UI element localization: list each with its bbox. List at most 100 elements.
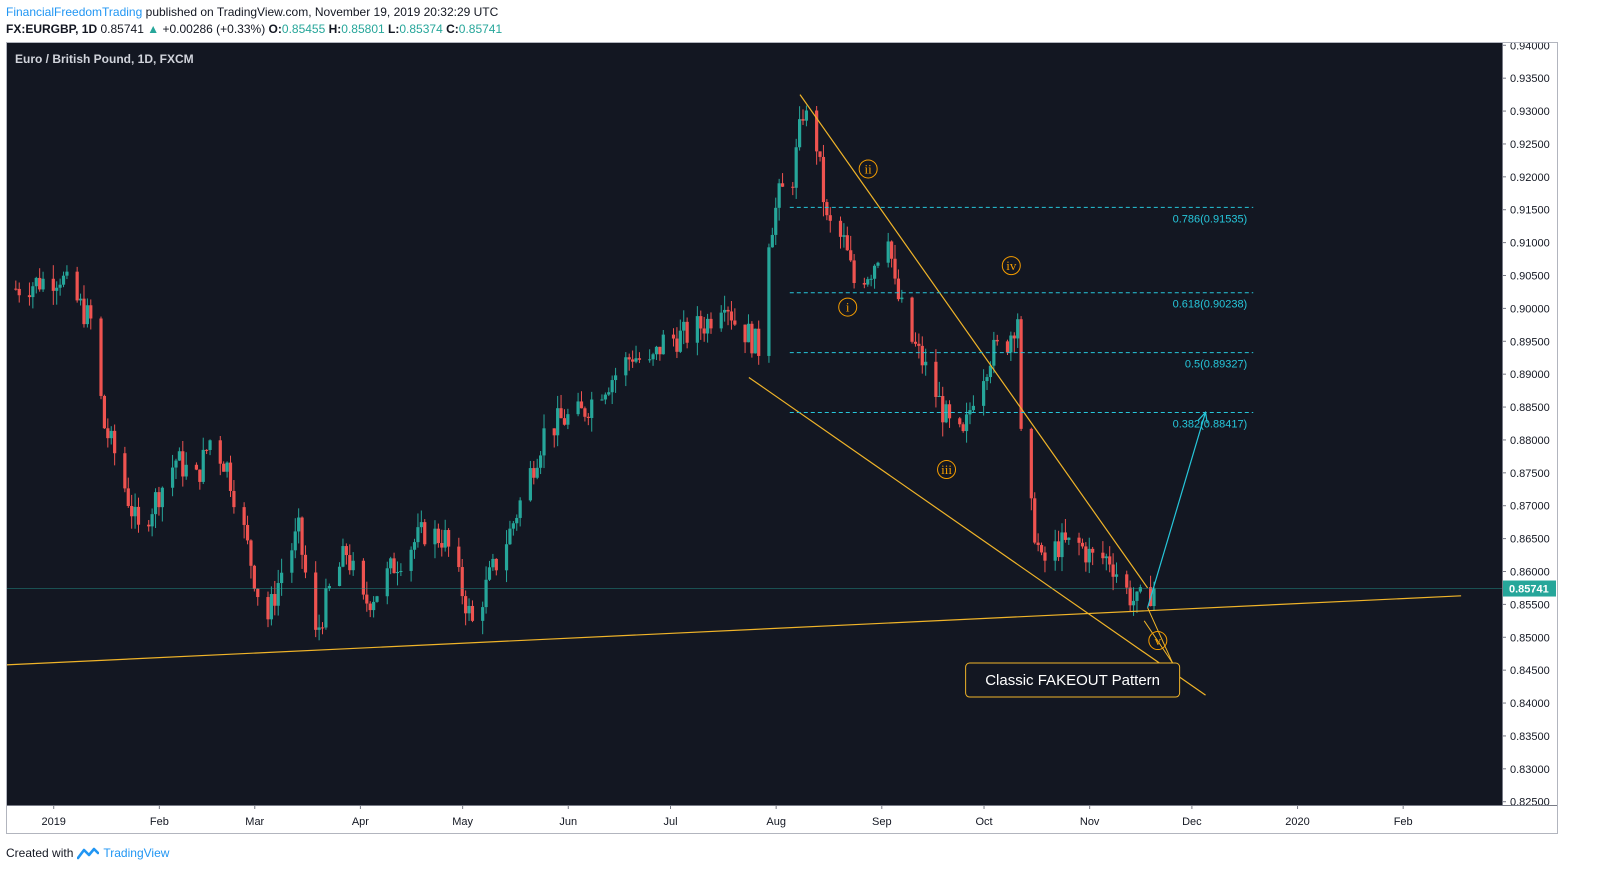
wave-label-circle <box>838 297 858 317</box>
candle-body <box>671 334 676 339</box>
candle-body <box>464 596 468 614</box>
candle-body <box>900 297 904 300</box>
candle-body <box>157 492 161 508</box>
price-axis[interactable]: 0.94000 0.93500 0.93000 0.92500 0.92000 0.915… <box>1502 40 1558 834</box>
candle-body <box>181 451 185 477</box>
y-tick-label: 0.89500 <box>1510 336 1550 348</box>
y-tick-label: 0.92000 <box>1510 172 1550 184</box>
candle-body <box>920 345 924 366</box>
candle-body <box>794 147 798 188</box>
y-tick-label: 0.90500 <box>1510 271 1550 283</box>
x-tick-label: 2020 <box>1285 816 1309 828</box>
candle-body <box>562 418 567 425</box>
candles <box>14 105 1156 641</box>
candle-body <box>232 490 236 508</box>
tradingview-link[interactable]: TradingView <box>103 846 170 860</box>
candle-body <box>838 220 843 237</box>
candle-body <box>654 346 659 355</box>
author-link[interactable]: FinancialFreedomTrading <box>6 5 143 19</box>
candle-body <box>436 528 440 544</box>
y-tick-label: 0.87000 <box>1510 501 1550 513</box>
candle-body <box>1084 546 1088 563</box>
candle-body <box>504 544 509 571</box>
candle-body <box>297 517 301 532</box>
candle-body <box>627 357 631 360</box>
candle-body <box>1005 341 1010 353</box>
candle-body <box>559 408 563 419</box>
candle-body <box>467 605 471 614</box>
candle-body <box>303 554 308 573</box>
candle-body <box>130 505 134 517</box>
candle-body <box>729 311 734 321</box>
price-chart[interactable]: 0.786(0.91535) 0.618(0.90238) 0.5(0.89327)… <box>5 40 1558 835</box>
candle-body <box>845 235 849 251</box>
candle-body <box>535 467 539 478</box>
candle-body <box>487 567 492 580</box>
candle-body <box>678 330 682 352</box>
candle-body <box>109 430 113 439</box>
x-tick-label: Feb <box>1394 816 1413 828</box>
candle-body <box>896 278 901 300</box>
trendline-support <box>5 595 1462 666</box>
created-with-text: Created with <box>6 846 74 860</box>
candle-body <box>631 359 635 362</box>
candle-body <box>222 463 226 472</box>
drawings: 0.786(0.91535) 0.618(0.90238) 0.5(0.89327)… <box>5 94 1502 698</box>
tradingview-logo-icon[interactable] <box>77 846 100 860</box>
candle-body <box>815 110 819 152</box>
publish-info: FinancialFreedomTrading published on Tra… <box>6 5 498 19</box>
candle-body <box>624 357 628 376</box>
candle-body <box>491 558 495 568</box>
candle-body <box>385 568 389 597</box>
candle-body <box>416 527 420 543</box>
fib-label: 0.5(0.89327) <box>1185 359 1247 371</box>
candle-body <box>419 522 423 528</box>
candle-body <box>433 528 437 545</box>
y-tick-label: 0.94000 <box>1510 42 1550 52</box>
candle-body <box>365 594 369 604</box>
candle-body <box>409 549 413 571</box>
candle-body <box>1152 588 1156 607</box>
y-tick-label: 0.93000 <box>1510 106 1550 118</box>
candle-body <box>194 464 199 470</box>
candle-body <box>825 202 829 216</box>
candle-body <box>985 377 989 382</box>
candle-body <box>293 531 297 551</box>
candle-body <box>395 572 400 574</box>
candle-body <box>242 507 246 525</box>
candle-body <box>317 627 321 630</box>
candle-body <box>412 542 417 550</box>
candle-body <box>852 260 856 283</box>
candle-body <box>494 558 498 571</box>
symbol-label: FX:EURGBP, 1D <box>6 22 98 36</box>
y-tick-label: 0.83000 <box>1510 764 1550 776</box>
candle-body <box>252 565 256 589</box>
candle-body <box>1101 552 1105 559</box>
candle-body <box>842 235 846 237</box>
candle-body <box>14 288 18 290</box>
candle-body <box>153 492 158 515</box>
candle-body <box>31 286 35 298</box>
ohlc-legend: FX:EURGBP, 1D 0.85741 ▲ +0.00286 (+0.33%… <box>6 22 502 36</box>
candle-body <box>1104 556 1108 559</box>
candle-body <box>750 323 754 354</box>
candle-body <box>208 440 212 450</box>
candle-body <box>484 579 488 608</box>
candle-body <box>556 408 560 436</box>
candle-body <box>770 234 774 248</box>
chart-container[interactable]: 0.786(0.91535) 0.618(0.90238) 0.5(0.89327)… <box>5 40 1558 835</box>
candle-body <box>539 455 543 468</box>
candle-body <box>89 305 93 319</box>
wave-label: iv <box>1006 258 1017 273</box>
candle-body <box>123 453 127 489</box>
candle-body <box>1009 335 1013 353</box>
candle-body <box>1029 428 1033 499</box>
time-axis[interactable]: 2019 Feb Mar Apr May Jun Jul Aug Sep Oct Nov Dec 202… <box>6 42 1558 835</box>
candle-body <box>389 558 393 569</box>
candle-body <box>780 183 785 187</box>
candle-body <box>65 271 69 276</box>
y-tick-label: 0.89000 <box>1510 369 1550 381</box>
candle-body <box>300 517 304 555</box>
candle-body <box>699 316 703 329</box>
y-tick-label: 0.88500 <box>1510 402 1550 414</box>
